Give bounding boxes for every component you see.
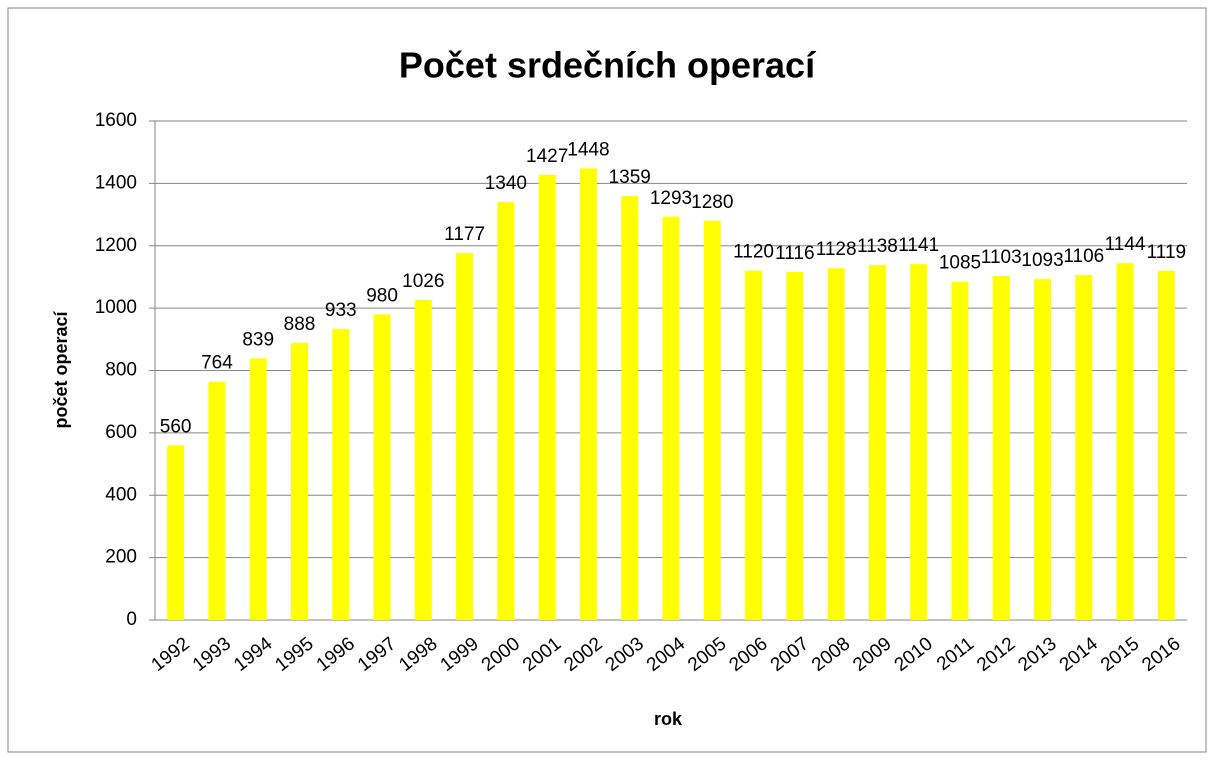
bar — [456, 252, 474, 620]
y-tick-label: 1400 — [95, 172, 137, 193]
chart-title: Počet srdečních operací — [399, 45, 816, 86]
y-tick-label: 200 — [105, 547, 137, 568]
y-tick-label: 800 — [105, 360, 137, 381]
x-axis-label: rok — [654, 709, 683, 729]
bar — [1075, 275, 1093, 620]
data-label: 1116 — [775, 243, 814, 264]
data-label: 1138 — [857, 236, 898, 257]
data-label: 1119 — [1147, 242, 1186, 263]
data-label: 1141 — [898, 235, 939, 256]
bar — [910, 264, 928, 620]
bar — [332, 329, 350, 620]
bar — [1034, 279, 1052, 620]
bar — [373, 314, 391, 620]
data-label: 888 — [284, 314, 316, 335]
data-label: 1026 — [402, 271, 444, 292]
data-label: 1359 — [609, 167, 651, 188]
data-label: 839 — [242, 329, 274, 350]
data-label: 933 — [325, 300, 357, 321]
bar — [745, 270, 763, 620]
data-label: 1103 — [981, 247, 1022, 268]
y-tick-label: 600 — [105, 422, 137, 443]
data-label: 980 — [366, 285, 398, 306]
data-label: 1106 — [1063, 246, 1104, 267]
bar — [868, 265, 886, 620]
data-label: 1448 — [567, 139, 609, 160]
data-label: 1427 — [526, 146, 568, 167]
bar — [497, 202, 515, 620]
y-tick-label: 400 — [105, 484, 137, 505]
data-label: 1177 — [444, 224, 485, 245]
bar — [1116, 263, 1134, 620]
y-tick-label: 0 — [126, 609, 137, 630]
chart-border — [7, 7, 1207, 753]
data-label: 560 — [160, 416, 192, 437]
bar — [579, 168, 597, 620]
bar — [703, 220, 721, 621]
data-label: 1093 — [1021, 250, 1063, 271]
bar — [249, 358, 267, 620]
bar — [951, 281, 969, 620]
data-label: 1280 — [691, 192, 733, 213]
bar — [786, 271, 804, 620]
bar — [621, 196, 639, 621]
data-label: 1293 — [650, 188, 692, 209]
bar — [538, 174, 556, 620]
y-tick-label: 1000 — [95, 297, 137, 318]
data-label: 764 — [201, 353, 233, 374]
bar — [1157, 271, 1175, 620]
bar — [992, 276, 1010, 620]
bar — [208, 381, 226, 620]
bar — [290, 343, 308, 620]
bar — [827, 268, 845, 620]
data-label: 1144 — [1105, 234, 1146, 255]
y-tick-label: 1600 — [95, 110, 137, 131]
data-label: 1128 — [816, 239, 857, 260]
bar — [662, 216, 680, 621]
data-label: 1085 — [939, 253, 981, 274]
bar — [167, 445, 185, 620]
y-tick-label: 1200 — [95, 235, 137, 256]
bar — [414, 300, 432, 620]
y-axis-label: počet operací — [51, 310, 71, 428]
data-label: 1340 — [485, 173, 527, 194]
data-label: 1120 — [733, 242, 774, 263]
